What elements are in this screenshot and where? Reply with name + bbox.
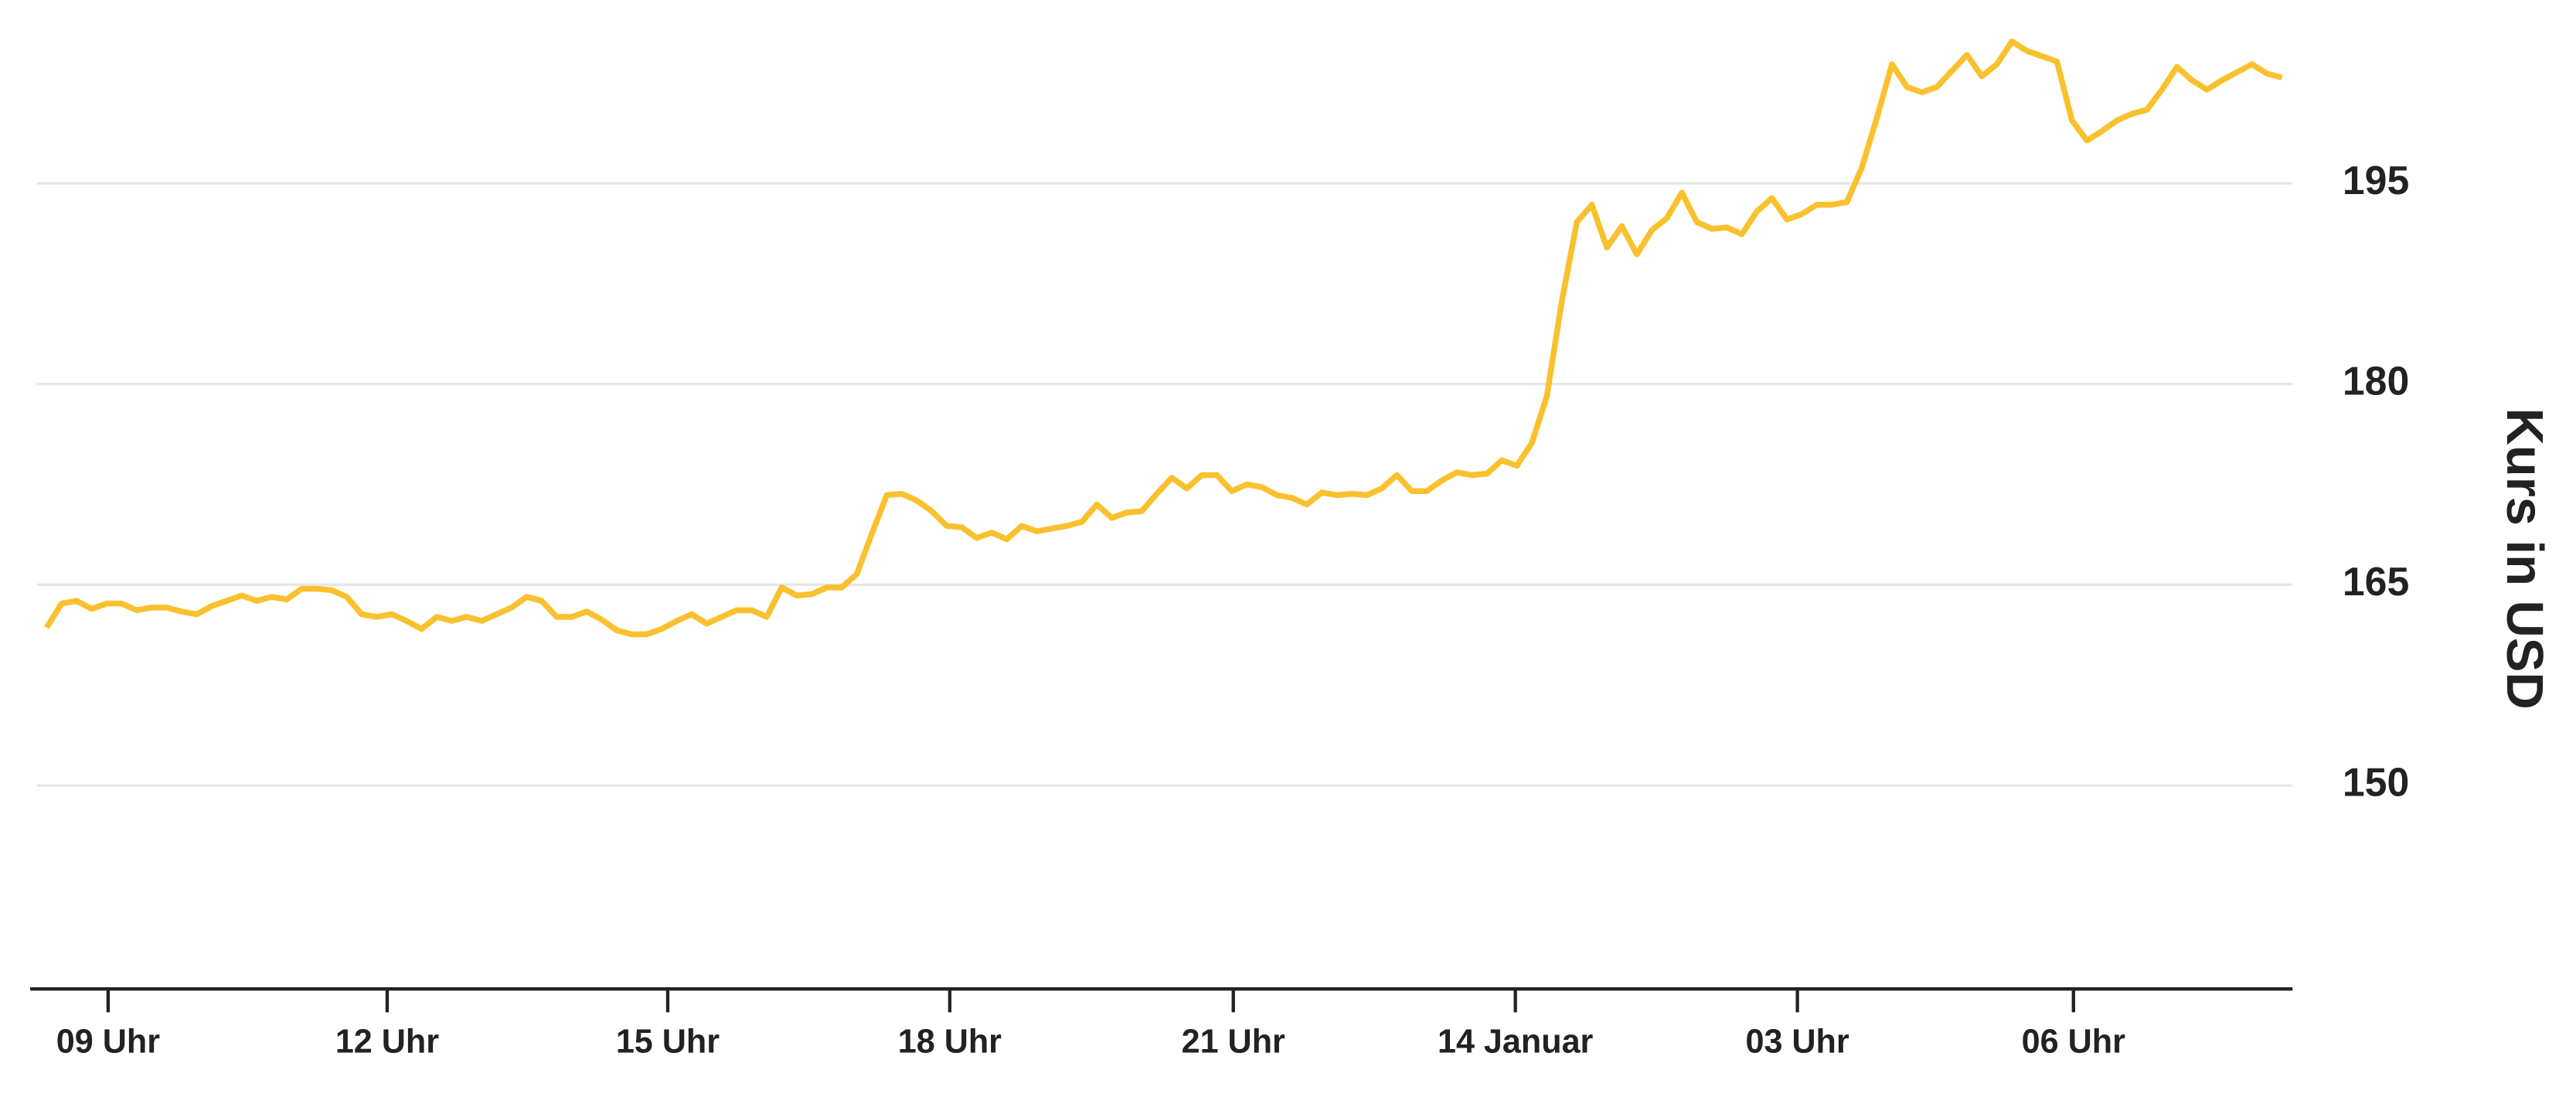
x-tick-label: 12 Uhr [335,1024,439,1061]
y-tick-label: 165 [2343,559,2409,604]
y-tick-label: 195 [2343,158,2409,203]
x-tick-label: 09 Uhr [56,1024,160,1061]
x-tick-label: 15 Uhr [616,1024,720,1061]
x-tick-label: 18 Uhr [898,1024,1002,1061]
x-tick-label: 14 Januar [1438,1024,1594,1061]
y-axis-label: Kurs in USD [2496,408,2554,710]
y-tick-label: 180 [2343,358,2409,403]
line [44,38,2283,638]
x-tick-label: 03 Uhr [1745,1024,1849,1061]
x-tick-label: 21 Uhr [1182,1024,1285,1061]
x-tick-label: 06 Uhr [2022,1024,2125,1061]
y-tick-label: 150 [2343,760,2409,805]
